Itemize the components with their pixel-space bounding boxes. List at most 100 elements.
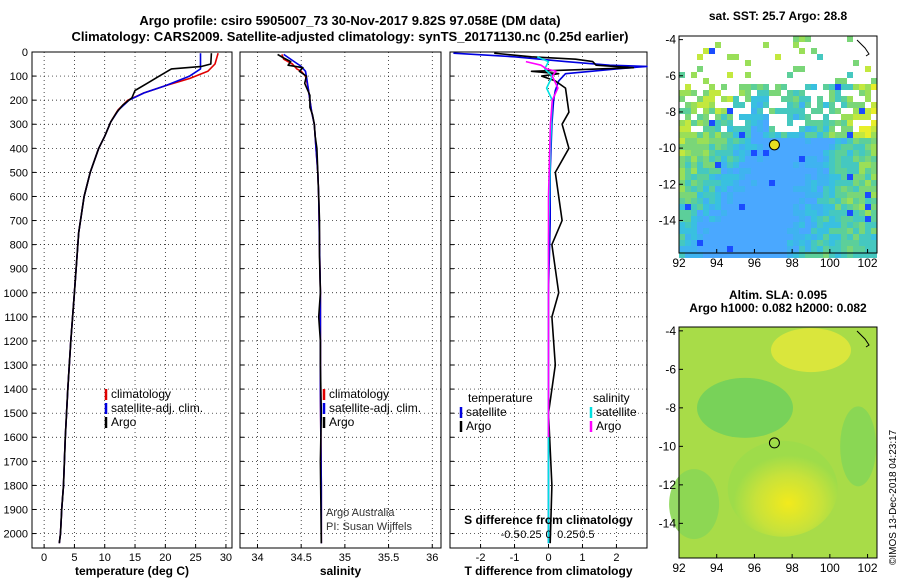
sst-pixel (721, 240, 727, 246)
sst-pixel (679, 138, 685, 144)
sst-pixel (805, 36, 811, 42)
sst-pixel (829, 234, 835, 240)
sst-pixel (721, 96, 727, 102)
sst-pixel (805, 138, 811, 144)
sst-pixel (763, 156, 769, 162)
sst-pixel (769, 252, 775, 258)
sst-pixel (763, 126, 769, 132)
sst-pixel (835, 138, 841, 144)
sst-pixel (733, 144, 739, 150)
sst-pixel (793, 222, 799, 228)
sst-pixel (697, 162, 703, 168)
sst-pixel (691, 108, 697, 114)
sst-pixel (691, 198, 697, 204)
map-y-tick-label: -6 (665, 69, 676, 83)
sst-pixel (679, 204, 685, 210)
x-tick-label: 20 (159, 552, 171, 564)
sst-pixel (721, 246, 727, 252)
profile-panel-sal: 34 34.5 35 35.5 36 salinity climatologysatelli… (239, 51, 442, 578)
sst-pixel (847, 138, 853, 144)
sst-pixel (679, 180, 685, 186)
map-x-tick-label: 100 (820, 256, 840, 270)
sst-pixel (805, 246, 811, 252)
sst-pixel (715, 192, 721, 198)
sst-pixel (829, 252, 835, 258)
sst-pixel (769, 192, 775, 198)
sst-pixel (709, 246, 715, 252)
sst-pixel (721, 234, 727, 240)
sst-pixel (751, 102, 757, 108)
sst-pixel (763, 186, 769, 192)
sst-pixel (763, 252, 769, 258)
legend-label: Argo (466, 419, 492, 433)
sst-pixel (781, 204, 787, 210)
sst-pixel (853, 186, 859, 192)
sst-pixel (775, 240, 781, 246)
depth-tick-label: 1200 (4, 336, 28, 348)
sst-pixel (751, 114, 757, 120)
sst-pixel (763, 120, 769, 126)
sst-pixel (841, 234, 847, 240)
sst-pixel (691, 222, 697, 228)
sst-pixel (853, 144, 859, 150)
sst-pixel (811, 174, 817, 180)
sst-pixel (829, 246, 835, 252)
sst-pixel (853, 234, 859, 240)
sst-pixel (721, 186, 727, 192)
argo-position-marker (768, 139, 780, 151)
sst-pixel (847, 234, 853, 240)
sst-pixel (679, 216, 685, 222)
sst-pixel (823, 216, 829, 222)
sst-pixel (865, 204, 871, 210)
sst-pixel (865, 228, 871, 234)
x-tick-label: 34.5 (290, 552, 311, 564)
sst-pixel (781, 198, 787, 204)
sst-pixel (679, 144, 685, 150)
sst-pixel (775, 234, 781, 240)
sst-pixel (733, 174, 739, 180)
sst-pixel (829, 168, 835, 174)
sst-pixel (715, 138, 721, 144)
sst-pixel (865, 222, 871, 228)
sst-pixel (823, 162, 829, 168)
sst-pixel (745, 90, 751, 96)
sst-pixel (703, 186, 709, 192)
sst-pixel (817, 174, 823, 180)
map-y-tick-label: -12 (659, 177, 677, 191)
sst-pixel (781, 216, 787, 222)
sst-pixel (787, 246, 793, 252)
sst-pixel (817, 234, 823, 240)
sst-pixel (841, 96, 847, 102)
sst-pixel (835, 84, 841, 90)
sst-pixel (865, 96, 871, 102)
sst-pixel (829, 150, 835, 156)
sst-pixel (709, 90, 715, 96)
sst-pixel (703, 96, 709, 102)
sst-pixel (775, 186, 781, 192)
depth-tick-label: 400 (10, 143, 28, 155)
map-subtitle: Argo h1000: 0.082 h2000: 0.082 (689, 301, 867, 315)
sst-pixel (679, 234, 685, 240)
sla-low (669, 469, 720, 540)
sst-pixel (679, 174, 685, 180)
sst-pixel (853, 132, 859, 138)
sst-pixel (841, 228, 847, 234)
sst-pixel (841, 126, 847, 132)
sst-pixel (859, 234, 865, 240)
sst-pixel (697, 186, 703, 192)
sst-pixel (709, 162, 715, 168)
sst-pixel (733, 186, 739, 192)
sst-pixel (793, 132, 799, 138)
sst-pixel (817, 156, 823, 162)
sst-pixel (763, 150, 769, 156)
sst-pixel (871, 222, 877, 228)
sst-pixel (733, 252, 739, 258)
sst-pixel (775, 204, 781, 210)
sst-pixel (811, 216, 817, 222)
sst-pixel (757, 240, 763, 246)
sst-pixel (769, 186, 775, 192)
sst-pixel (697, 96, 703, 102)
sst-pixel (841, 114, 847, 120)
sst-pixel (781, 246, 787, 252)
sst-pixel (817, 186, 823, 192)
